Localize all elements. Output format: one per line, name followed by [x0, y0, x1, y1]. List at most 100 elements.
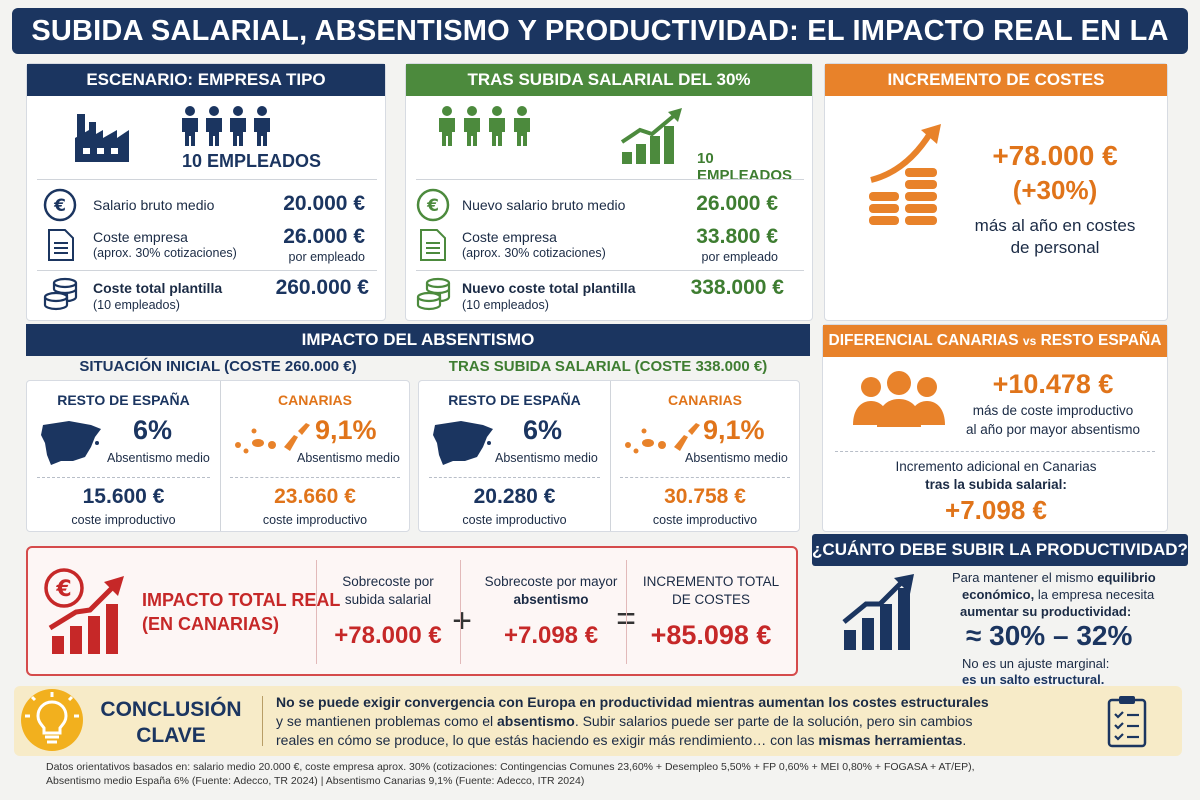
productividad-t1a: Para mantener el mismo — [952, 570, 1098, 585]
euro-growth-icon: € — [44, 568, 124, 654]
productividad-header: ¿CUÁNTO DEBE SUBIR LA PRODUCTIVIDAD? — [812, 534, 1188, 566]
divider — [620, 477, 790, 478]
canary-islands-map-icon — [235, 423, 310, 454]
growth-chart-icon — [842, 574, 914, 650]
conclusion-line-2: y se mantienen problemas como el absenti… — [276, 713, 972, 729]
cost-label: coste improductivo — [262, 513, 368, 527]
row-value: 33.800 € — [696, 225, 778, 248]
plus-sign: + — [452, 602, 472, 640]
divider-vertical — [610, 381, 611, 531]
divider — [835, 451, 1155, 452]
canary-islands-map-icon — [625, 423, 700, 454]
cost-value: 15.600 € — [82, 485, 165, 508]
euro-icon: € — [416, 188, 450, 222]
diferencial-desc-1: más de coste improductivo — [972, 403, 1134, 418]
conclusion-l2c: . Subir salarios puede ser parte de la s… — [574, 713, 973, 729]
divider — [429, 477, 600, 478]
absentismo-pct-label: Absentismo medio — [297, 451, 400, 465]
group-icon — [853, 371, 945, 427]
incremento-pct: (+30%) — [1012, 175, 1098, 205]
diferencial-header-vs: vs — [1022, 334, 1037, 348]
productividad-t2a: económico, — [962, 587, 1035, 602]
impacto-title-1: IMPACTO TOTAL REAL — [142, 590, 341, 610]
productividad-text-2: económico, la empresa necesita — [962, 587, 1154, 602]
row-label: Nuevo coste total plantilla — [462, 280, 636, 296]
productividad-card: ¿CUÁNTO DEBE SUBIR LA PRODUCTIVIDAD? Par… — [812, 534, 1188, 687]
cost-value: 23.660 € — [274, 485, 356, 508]
factory-icon — [75, 114, 129, 162]
footnote-line-2: Absentismo medio España 6% (Fuente: Adec… — [46, 775, 585, 787]
row-sublabel: (10 empleados) — [462, 298, 549, 312]
divider-vertical — [262, 696, 263, 746]
diferencial-extra-1: Incremento adicional en Canarias — [895, 459, 1097, 474]
row-value-sub: por empleado — [701, 250, 778, 264]
row-value: 338.000 € — [690, 276, 784, 299]
checklist-icon — [1107, 696, 1147, 748]
page-title: SUBIDA SALARIAL, ABSENTISMO Y PRODUCTIVI… — [12, 8, 1188, 93]
diferencial-desc-2: al año por mayor absentismo — [965, 422, 1141, 437]
diferencial-extra-2: tras la subida salarial: — [925, 477, 1067, 492]
impacto-total-card: € IMPACTO TOTAL REAL (EN CANARIAS) Sobre… — [26, 546, 798, 676]
document-icon — [48, 229, 74, 261]
absentismo-header: IMPACTO DEL ABSENTISMO — [26, 324, 810, 356]
incremento-header: INCREMENTO DE COSTES — [825, 64, 1167, 96]
cost-label: coste improductivo — [462, 513, 567, 527]
divider-vertical — [626, 560, 627, 664]
conclusion-label-2: CLAVE — [136, 724, 206, 747]
region-label: CANARIAS — [668, 392, 742, 408]
incremento-desc-2: de personal — [1010, 238, 1100, 257]
productividad-range: ≈ 30% – 32% — [966, 620, 1133, 651]
diferencial-card: DIFERENCIAL CANARIAS vs RESTO ESPAÑA +10… — [822, 324, 1168, 532]
c2-label-1: Sobrecoste por mayor — [484, 574, 618, 589]
divider — [37, 179, 377, 180]
divider-vertical — [460, 560, 461, 664]
incremento-card: INCREMENTO DE COSTES +78.000 € (+30%) má… — [824, 63, 1168, 321]
divider — [37, 477, 210, 478]
divider — [230, 477, 400, 478]
c1-label-2: subida salarial — [344, 592, 432, 607]
conclusion-l2a: y se mantienen problemas como el — [276, 713, 497, 729]
inicial-title: SITUACIÓN INICIAL (COSTE 260.000 €) — [79, 358, 357, 375]
euro-icon: € — [43, 188, 77, 222]
divider-vertical — [316, 560, 317, 664]
conclusion-l2b: absentismo — [497, 713, 575, 729]
diferencial-header-b: RESTO ESPAÑA — [1040, 332, 1162, 349]
conclusion-label-1: CONCLUSIÓN — [100, 698, 242, 721]
row-sublabel: (10 empleados) — [93, 298, 180, 312]
incremento-amount: +78.000 € — [992, 140, 1118, 171]
row-label: Coste empresa — [93, 229, 188, 245]
employees-icon — [182, 106, 270, 146]
spain-map-icon — [41, 421, 101, 465]
c2-value: +7.098 € — [503, 622, 599, 649]
divider — [416, 270, 804, 271]
conclusion-box: CONCLUSIÓN CLAVE No se puede exigir conv… — [14, 686, 1182, 756]
diferencial-header: DIFERENCIAL CANARIAS vs RESTO ESPAÑA — [823, 325, 1167, 357]
conclusion-line-1: No se puede exigir convergencia con Euro… — [276, 694, 989, 710]
row-label: Nuevo salario bruto medio — [462, 197, 626, 213]
employees-icon — [439, 106, 530, 146]
lightbulb-icon — [21, 689, 83, 751]
conclusion-l3a: reales en cómo se produce, lo que estás … — [276, 732, 819, 748]
tras-subida-header: TRAS SUBIDA SALARIAL DEL 30% — [406, 64, 812, 96]
absentismo-pct: 9,1% — [315, 415, 377, 445]
row-value: 260.000 € — [275, 276, 369, 299]
footnote-line-1: Datos orientativos basados en: salario m… — [46, 761, 975, 773]
c2-label-2: absentismo — [513, 592, 589, 607]
coins-icon — [43, 277, 78, 311]
c1-label-1: Sobrecoste por — [342, 574, 434, 589]
tras-subida-card: TRAS SUBIDA SALARIAL DEL 30% 10 EMPLEADO… — [405, 63, 813, 321]
cost-label: coste improductivo — [652, 513, 758, 527]
incremento-desc-1: más al año en costes — [974, 216, 1136, 235]
svg-text:€: € — [426, 196, 439, 216]
diferencial-extra-amount: +7.098 € — [945, 495, 1047, 525]
conclusion-line-3: reales en cómo se produce, lo que estás … — [276, 732, 966, 748]
row-value-sub: por empleado — [288, 250, 365, 264]
productividad-t1b: equilibrio — [1097, 570, 1156, 585]
row-label: Coste total plantilla — [93, 280, 223, 296]
c1-value: +78.000 € — [334, 622, 442, 649]
diferencial-amount: +10.478 € — [992, 369, 1114, 399]
svg-text:€: € — [55, 577, 71, 602]
divider-vertical — [220, 381, 221, 531]
svg-text:€: € — [53, 196, 66, 216]
productividad-text-4: No es un ajuste marginal: — [962, 656, 1110, 671]
